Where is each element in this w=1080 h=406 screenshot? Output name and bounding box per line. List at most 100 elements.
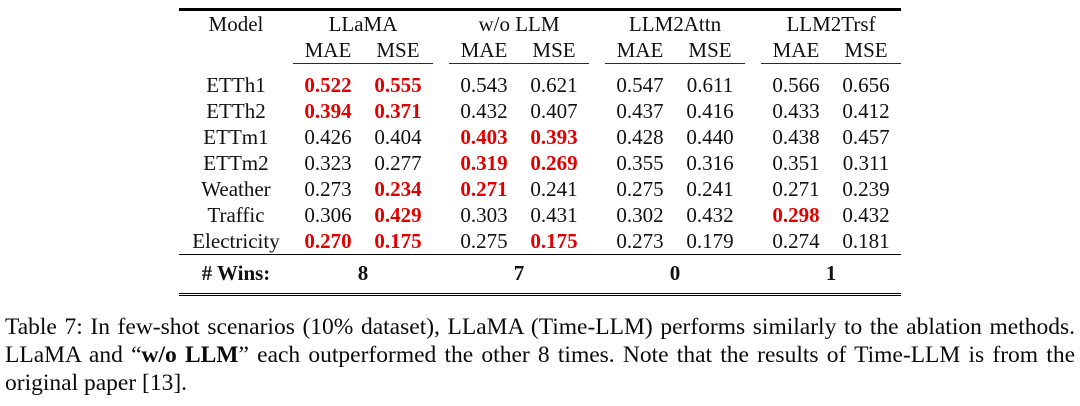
column-gap xyxy=(745,150,761,176)
metric-value: 0.457 xyxy=(842,125,890,149)
column-gap xyxy=(745,176,761,202)
metric-value: 0.274 xyxy=(772,229,820,253)
subheader-mae: MAE xyxy=(448,37,519,64)
metric-value: 0.432 xyxy=(686,203,734,227)
metric-value: 0.275 xyxy=(460,229,508,253)
metric-value-best: 0.269 xyxy=(530,151,578,175)
column-gap xyxy=(433,202,449,228)
column-gap xyxy=(589,176,605,202)
metric-value: 0.404 xyxy=(374,125,422,149)
metric-value: 0.181 xyxy=(842,229,890,253)
column-gap xyxy=(433,228,449,254)
metric-value: 0.179 xyxy=(686,229,734,253)
subheader-mae: MAE xyxy=(292,37,363,64)
metric-value: 0.302 xyxy=(616,203,664,227)
metric-value: 0.273 xyxy=(304,177,352,201)
metric-value: 0.311 xyxy=(842,151,890,175)
metric-value: 0.433 xyxy=(772,99,820,123)
column-gap xyxy=(589,64,605,98)
wins-row: # Wins: 8 7 0 1 xyxy=(178,254,902,296)
table-body: ETTh1 0.522 0.555 0.543 0.621 0.547 0.611 0.566… xyxy=(179,64,901,254)
metric-value: 0.407 xyxy=(530,99,578,123)
subheader-mae: MAE xyxy=(605,37,675,64)
table-row: ETTh1 0.522 0.555 0.543 0.621 0.547 0.611 0.566… xyxy=(179,64,901,98)
metric-value: 0.277 xyxy=(374,151,422,175)
row-label: ETTm1 xyxy=(203,125,269,149)
subheader-mse: MSE xyxy=(831,37,902,64)
column-gap xyxy=(589,11,605,37)
metric-value-best: 0.234 xyxy=(374,177,422,201)
column-gap xyxy=(433,150,449,176)
column-gap xyxy=(433,176,449,202)
caption-bold-text: w/o LLM xyxy=(141,342,239,368)
column-gap xyxy=(589,254,605,296)
column-gap xyxy=(589,37,605,64)
row-label: ETTh1 xyxy=(206,73,266,97)
table-row: ETTm1 0.426 0.404 0.403 0.393 0.428 0.440 0.438… xyxy=(179,124,901,150)
metric-value-best: 0.319 xyxy=(460,151,508,175)
column-gap xyxy=(589,124,605,150)
metric-value: 0.323 xyxy=(304,151,352,175)
subheader-mse: MSE xyxy=(675,37,746,64)
metric-value-best: 0.298 xyxy=(772,203,820,227)
group-header-llm2attn: LLM2Attn xyxy=(628,12,722,36)
row-label: Weather xyxy=(201,177,271,201)
metric-value: 0.271 xyxy=(772,177,820,201)
metric-value: 0.316 xyxy=(686,151,734,175)
metric-value: 0.273 xyxy=(616,229,664,253)
subheader-row: MAE MSE MAE MSE MAE MSE MAE MSE xyxy=(179,37,902,64)
column-gap xyxy=(433,37,449,64)
subheader-mse: MSE xyxy=(518,37,589,64)
metric-value-best: 0.393 xyxy=(530,125,578,149)
column-gap xyxy=(589,228,605,254)
column-gap xyxy=(589,202,605,228)
table-row: ETTm2 0.323 0.277 0.319 0.269 0.355 0.316 0.351… xyxy=(179,150,901,176)
metric-value: 0.306 xyxy=(304,203,352,227)
row-label: ETTh2 xyxy=(206,99,266,123)
metric-value-best: 0.403 xyxy=(460,125,508,149)
column-gap xyxy=(745,254,762,296)
subheader-empty xyxy=(179,37,293,64)
metric-value: 0.239 xyxy=(842,177,890,201)
metric-value: 0.432 xyxy=(842,203,890,227)
caption-text: ” each outperformed the other 8 times. N… xyxy=(5,342,1075,396)
table-row: Traffic 0.306 0.429 0.303 0.431 0.302 0.432 0.2… xyxy=(179,202,901,228)
table-row: ETTh2 0.394 0.371 0.432 0.407 0.437 0.416 0.433… xyxy=(179,98,901,124)
metric-value-best: 0.522 xyxy=(304,73,352,97)
metric-value: 0.275 xyxy=(616,177,664,201)
column-gap xyxy=(433,124,449,150)
column-gap xyxy=(745,64,761,98)
subheader-mse: MSE xyxy=(362,37,433,64)
column-gap xyxy=(745,11,761,37)
metric-value-best: 0.270 xyxy=(304,229,352,253)
group-header-row: Model LLaMA w/o LLM LLM2Attn LLM2Trsf xyxy=(179,11,901,37)
group-header-llm2trsf: LLM2Trsf xyxy=(786,12,876,36)
column-gap xyxy=(433,11,449,37)
column-gap xyxy=(745,228,761,254)
table-caption: Table 7: In few-shot scenarios (10% data… xyxy=(0,313,1080,397)
column-gap xyxy=(589,98,605,124)
metric-value-best: 0.394 xyxy=(304,99,352,123)
metric-value: 0.351 xyxy=(772,151,820,175)
metric-value: 0.547 xyxy=(616,73,664,97)
column-gap xyxy=(589,150,605,176)
metric-value: 0.426 xyxy=(304,125,352,149)
column-gap xyxy=(433,64,449,98)
metric-value: 0.241 xyxy=(530,177,578,201)
metric-value: 0.438 xyxy=(772,125,820,149)
metric-value: 0.355 xyxy=(616,151,664,175)
metric-value: 0.303 xyxy=(460,203,508,227)
column-gap xyxy=(745,98,761,124)
wins-label: # Wins: xyxy=(178,254,293,296)
column-gap xyxy=(745,124,761,150)
group-header-wo-llm: w/o LLM xyxy=(478,12,560,36)
table-row: Weather 0.273 0.234 0.271 0.241 0.275 0.241 0.2… xyxy=(179,176,901,202)
metric-value-best: 0.175 xyxy=(530,229,578,253)
table-row: Electricity 0.270 0.175 0.275 0.175 0.273 0.17… xyxy=(179,228,901,254)
metric-value: 0.241 xyxy=(686,177,734,201)
metric-value: 0.437 xyxy=(616,99,664,123)
metric-value: 0.543 xyxy=(460,73,508,97)
metric-value: 0.611 xyxy=(686,73,734,97)
row-label: Electricity xyxy=(192,229,280,253)
metric-value: 0.432 xyxy=(460,99,508,123)
